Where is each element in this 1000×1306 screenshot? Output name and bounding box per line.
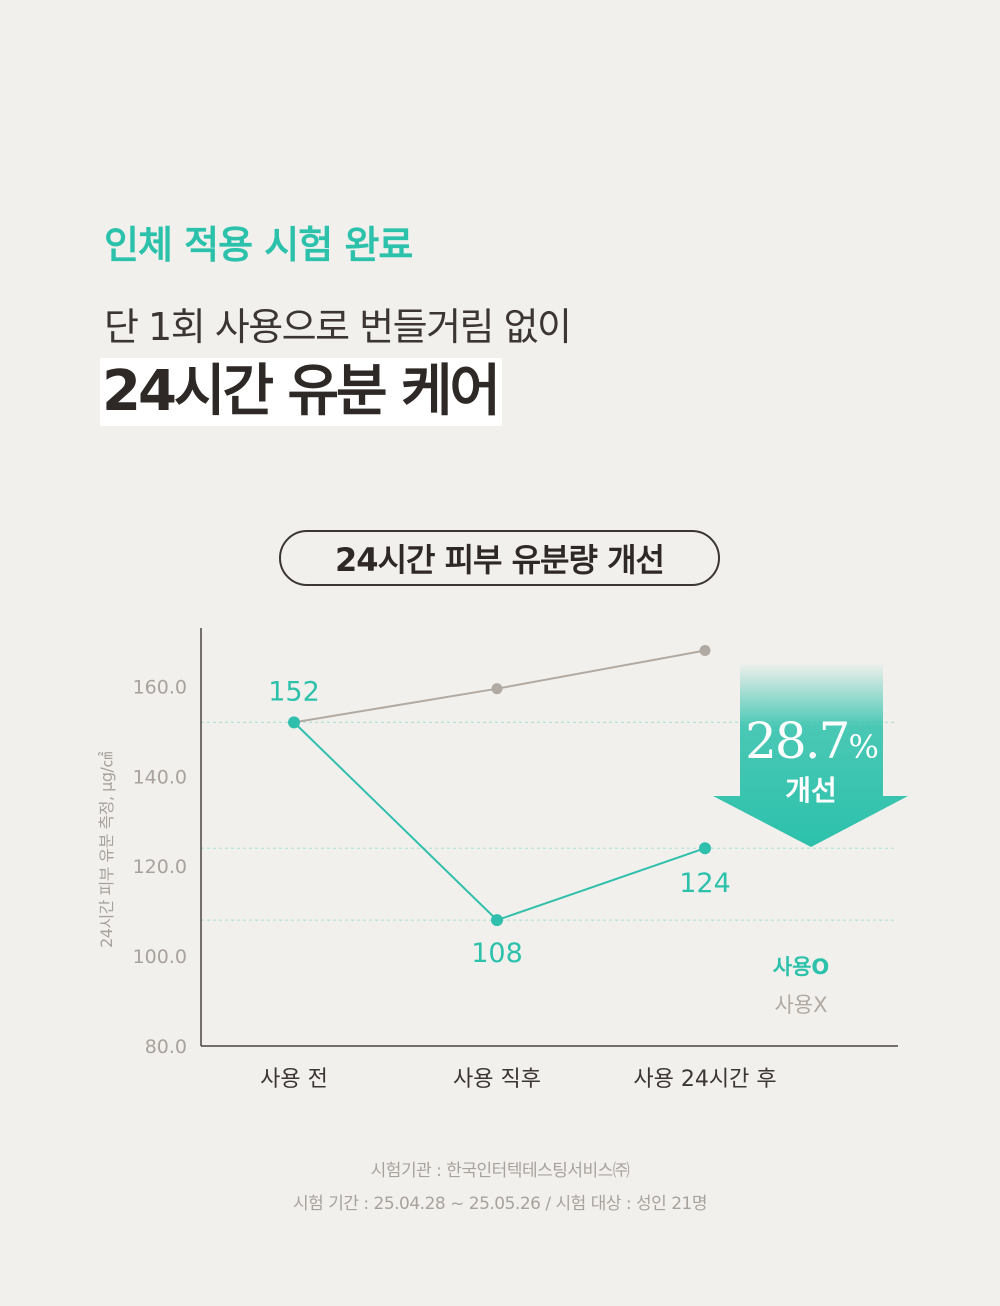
subtitle: 단 1회 사용으로 번들거림 없이 [104, 305, 572, 349]
chart-title: 24시간 피부 유분량 개선 [335, 541, 665, 579]
series-used-point [288, 716, 300, 729]
y-axis-label: 24시간 피부 유분 측정, μg/㎠ [97, 752, 116, 948]
x-tick-label: 사용 전 [260, 1067, 328, 1092]
series-used-point [491, 914, 503, 927]
eyebrow-title: 인체 적용 시험 완료 [104, 223, 413, 267]
annotation-label: 개선 [785, 774, 837, 807]
oil-chart: 160.0 140.0 120.0 100.0 80.0 24시간 피부 유분 측정, … [97, 628, 908, 1092]
headline: 24시간 유분 케어 [100, 358, 503, 426]
improvement-arrow: 28.7% 개선 [713, 662, 908, 847]
y-tick-label: 140.0 [133, 766, 187, 788]
chart-title-pill: 24시간 피부 유분량 개선 [279, 530, 720, 586]
x-tick-label: 사용 직후 [453, 1067, 541, 1092]
y-tick-label: 120.0 [133, 856, 187, 878]
legend-unused: 사용X [774, 993, 827, 1017]
y-tick-label: 80.0 [145, 1036, 187, 1058]
arrow-shape [713, 662, 908, 847]
legend-used: 사용O [773, 955, 830, 979]
series-unused-point [491, 683, 503, 695]
data-label: 124 [679, 868, 731, 899]
y-tick-label: 160.0 [133, 676, 187, 698]
x-tick-label: 사용 24시간 후 [633, 1067, 776, 1092]
data-label: 108 [471, 938, 523, 969]
series-used-point [699, 842, 711, 855]
data-label: 152 [268, 676, 320, 707]
series-used-line [293, 721, 706, 922]
annotation-value: 28.7% [745, 712, 879, 770]
footer-institution: 시험기관 : 한국인터텍테스팅서비스㈜ [370, 1161, 630, 1181]
footer-period: 시험 기간 : 25.04.28 ~ 25.05.26 / 시험 대상 : 성인… [293, 1194, 707, 1214]
series-unused-point [699, 644, 711, 656]
y-tick-label: 100.0 [133, 946, 187, 968]
